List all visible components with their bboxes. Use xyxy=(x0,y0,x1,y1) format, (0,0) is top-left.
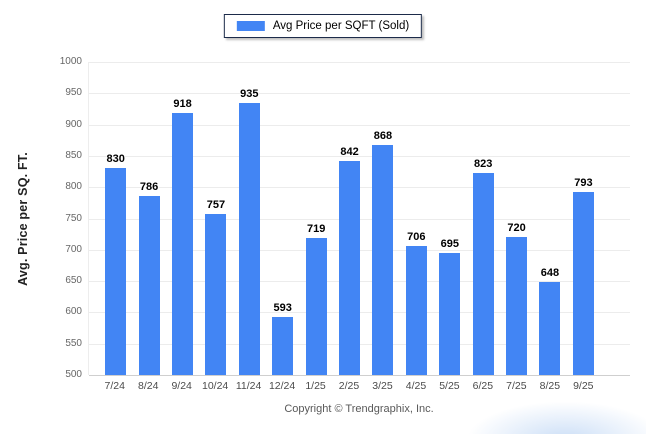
y-tick-label-550: 550 xyxy=(65,337,82,349)
x-tick-label-9/24: 9/24 xyxy=(171,380,192,392)
y-tick-label-850: 850 xyxy=(65,149,82,161)
bar-value-label: 868 xyxy=(373,129,393,142)
grid-line-850 xyxy=(89,155,630,157)
bar-value-label: 593 xyxy=(273,301,292,314)
bar-1/25 xyxy=(305,237,327,375)
x-tick-label-9/25: 9/25 xyxy=(573,380,594,392)
bar-value-label: 830 xyxy=(106,153,125,166)
bar-10/24 xyxy=(205,214,227,375)
y-tick-label-600: 600 xyxy=(65,306,82,318)
x-tick-label-5/25: 5/25 xyxy=(439,380,460,392)
y-tick-label-700: 700 xyxy=(65,243,82,255)
bar-slot-2/25: 842 xyxy=(333,62,366,375)
bar-7/25 xyxy=(506,237,528,375)
bar-value-label: 935 xyxy=(240,87,259,100)
bar-slot-1/25: 719 xyxy=(299,62,332,375)
bar-9/24 xyxy=(172,113,194,375)
plot-area: 830 786 918 757 935 593 719 842 868 706 695 823 720 6… xyxy=(88,62,630,376)
x-tick-label-12/24: 12/24 xyxy=(268,380,296,392)
grid-line-950 xyxy=(89,93,630,95)
bar-value-label: 719 xyxy=(306,222,326,235)
bar-11/24 xyxy=(238,102,260,375)
x-tick-label-2/25: 2/25 xyxy=(338,380,360,392)
bar-8/24 xyxy=(138,195,160,375)
bar-slot-7/25: 720 xyxy=(500,62,533,375)
bar-slot-8/24: 786 xyxy=(132,62,165,375)
bar-value-label: 842 xyxy=(340,145,359,158)
x-axis-labels: 7/24 8/24 9/24 10/24 11/24 12/24 1/25 2/25 3/25 4… xyxy=(98,380,600,394)
bar-7/24 xyxy=(105,168,127,375)
bar-slot-9/24: 918 xyxy=(166,62,199,375)
bar-9/25 xyxy=(572,191,594,375)
y-tick-label-800: 800 xyxy=(65,181,82,193)
x-tick-label-11/24: 11/24 xyxy=(235,380,262,392)
bar-slot-8/25: 648 xyxy=(533,62,566,375)
bar-value-label: 793 xyxy=(574,176,593,189)
x-tick-label-6/25: 6/25 xyxy=(472,380,494,392)
legend: Avg Price per SQFT (Sold) xyxy=(223,14,423,38)
y-tick-label-900: 900 xyxy=(65,118,82,130)
x-tick-label-7/24: 7/24 xyxy=(104,380,125,392)
x-tick-label-4/25: 4/25 xyxy=(405,380,427,392)
bar-value-label: 918 xyxy=(173,98,192,111)
bar-2/25 xyxy=(339,160,361,375)
bar-3/25 xyxy=(372,144,394,375)
bar-value-label: 706 xyxy=(407,231,426,244)
bar-value-label: 823 xyxy=(473,157,493,170)
bar-value-label: 695 xyxy=(440,237,459,250)
y-tick-label-500: 500 xyxy=(65,369,82,380)
x-tick-label-10/24: 10/24 xyxy=(202,380,229,392)
grid-line-900 xyxy=(89,124,630,126)
y-tick-label-650: 650 xyxy=(65,275,82,287)
x-tick-label-8/24: 8/24 xyxy=(137,380,159,392)
bar-slot-10/24: 757 xyxy=(199,62,232,375)
bar-slot-6/25: 823 xyxy=(466,62,499,375)
bar-12/24 xyxy=(272,316,294,375)
bar-6/25 xyxy=(472,172,494,375)
bar-value-label: 757 xyxy=(206,199,226,212)
legend-label: Avg Price per SQFT (Sold) xyxy=(272,20,410,32)
y-tick-label-1000: 1000 xyxy=(59,56,82,67)
x-tick-label-8/25: 8/25 xyxy=(539,380,561,392)
x-tick-label-1/25: 1/25 xyxy=(305,380,326,392)
bar-slot-9/25: 793 xyxy=(567,62,600,375)
legend-swatch-icon xyxy=(236,21,265,31)
y-tick-label-750: 750 xyxy=(65,212,82,224)
bar-value-label: 786 xyxy=(139,180,159,193)
bar-slot-3/25: 868 xyxy=(366,62,399,375)
y-tick-label-950: 950 xyxy=(65,87,82,99)
bar-slot-7/24: 830 xyxy=(99,62,132,375)
bar-slot-12/24: 593 xyxy=(266,62,299,375)
bar-4/25 xyxy=(405,246,427,375)
x-tick-label-3/25: 3/25 xyxy=(372,380,393,392)
bar-slot-5/25: 695 xyxy=(433,62,466,375)
bars-container: 830 786 918 757 935 593 719 842 868 706 695 823 720 6… xyxy=(99,62,600,375)
bar-slot-11/24: 935 xyxy=(233,62,266,375)
bar-value-label: 720 xyxy=(507,222,526,235)
bar-slot-4/25: 706 xyxy=(400,62,433,375)
y-axis-ticks: 1000 950 900 850 800 750 700 650 600 550 500 xyxy=(28,0,82,434)
bar-8/25 xyxy=(539,282,561,375)
grid-line-1000 xyxy=(89,62,630,63)
bar-value-label: 648 xyxy=(540,267,560,280)
x-tick-label-7/25: 7/25 xyxy=(506,380,527,392)
grid-line-500 xyxy=(89,375,630,376)
copyright: Copyright © Trendgraphix, Inc. xyxy=(284,403,434,415)
bar-5/25 xyxy=(439,252,461,375)
